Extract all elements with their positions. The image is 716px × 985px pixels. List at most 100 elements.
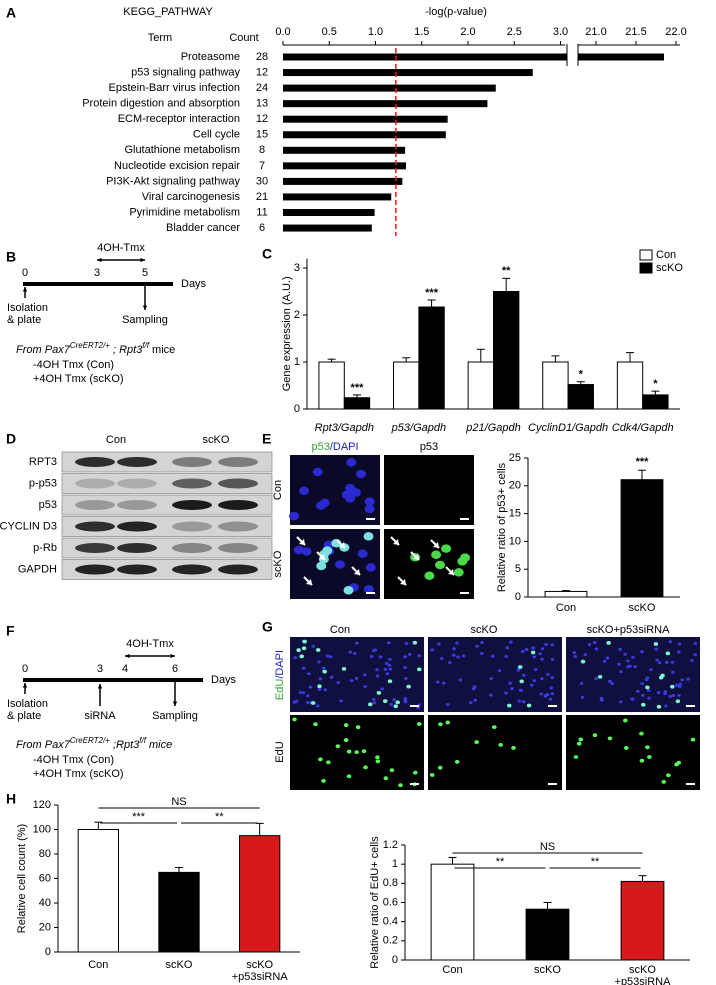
cell xyxy=(644,678,649,682)
x-tick-label: scKO xyxy=(534,964,561,976)
bar xyxy=(283,224,372,232)
cell xyxy=(532,679,537,683)
start-label: Isolation & plate xyxy=(7,698,48,722)
cell xyxy=(375,674,380,678)
cell xyxy=(533,667,538,672)
cell xyxy=(389,768,395,773)
category-label: ECM-receptor interaction xyxy=(118,113,240,125)
column-label: scKO xyxy=(203,434,230,446)
bar xyxy=(158,871,200,953)
cell xyxy=(458,678,463,682)
bar xyxy=(343,397,371,410)
cell xyxy=(452,647,456,651)
x-tick-label: p21/Gapdh xyxy=(465,422,520,434)
days-label: Days xyxy=(211,674,237,686)
cell xyxy=(693,653,697,657)
row-label: scKO xyxy=(272,550,284,577)
cell xyxy=(362,673,367,677)
cell xyxy=(387,663,392,667)
micrograph xyxy=(384,455,474,525)
y-tick-label: 1 xyxy=(294,356,300,368)
day-tick: 3 xyxy=(94,267,100,279)
bar xyxy=(283,131,446,139)
cell xyxy=(645,685,650,690)
source-part: From xyxy=(16,739,45,751)
blot-strip xyxy=(61,537,273,559)
bar xyxy=(620,479,664,598)
cell xyxy=(664,660,669,664)
cell xyxy=(429,773,435,777)
cell xyxy=(640,650,644,654)
significance: * xyxy=(653,378,658,390)
x-tick-label: Cdk4/Gapdh xyxy=(612,422,674,434)
source-part: f/f xyxy=(142,341,149,350)
y-axis-label: Gene expression (A.U.) xyxy=(281,276,293,391)
y-tick-label: 2 xyxy=(294,309,300,321)
column-label: scKO xyxy=(471,624,498,636)
cell xyxy=(460,553,471,562)
count-label: 15 xyxy=(256,129,268,141)
cell xyxy=(296,648,301,652)
cell xyxy=(670,660,675,664)
cell xyxy=(653,642,659,646)
bar xyxy=(283,100,488,108)
blot-strip xyxy=(61,473,273,494)
cell xyxy=(412,640,418,645)
cell xyxy=(677,693,681,698)
significance: *** xyxy=(351,382,365,394)
x-tick-label: 1.0 xyxy=(368,26,383,38)
cell xyxy=(526,703,532,708)
blot-band xyxy=(75,521,115,532)
cell xyxy=(299,654,304,659)
cell xyxy=(289,511,300,521)
source-part: mice xyxy=(146,739,172,751)
cell xyxy=(378,655,383,659)
start-label: Isolation & plate xyxy=(7,302,48,326)
bar xyxy=(283,209,375,216)
significance: ** xyxy=(502,265,511,277)
cell xyxy=(633,665,638,669)
cell xyxy=(315,704,320,708)
row-label: CYCLIN D3 xyxy=(0,520,57,532)
cell xyxy=(519,679,524,684)
cell xyxy=(301,666,306,670)
cell xyxy=(363,532,374,541)
count-label: 6 xyxy=(259,222,265,234)
x-tick-label: CyclinD1/Gapdh xyxy=(528,422,608,434)
cell xyxy=(435,560,446,570)
cell xyxy=(630,697,634,701)
blot-band xyxy=(172,457,212,467)
cell xyxy=(646,688,651,692)
cell xyxy=(617,662,621,666)
cell xyxy=(656,704,662,709)
arrow-head xyxy=(142,305,148,310)
cell xyxy=(594,677,598,681)
cell xyxy=(385,672,390,676)
cell xyxy=(346,749,352,754)
cell xyxy=(375,755,380,760)
x-tick-label: scKO +p53siRNA xyxy=(615,964,672,985)
bar xyxy=(318,361,345,410)
cell xyxy=(660,673,665,678)
cell xyxy=(550,692,555,696)
cell xyxy=(384,661,389,665)
blot-band xyxy=(75,500,115,510)
cell xyxy=(626,659,630,663)
y-tick-label: 0 xyxy=(294,403,300,415)
cell xyxy=(371,697,376,701)
cell xyxy=(619,670,623,674)
source-part: Pax7 xyxy=(45,344,71,356)
cell xyxy=(479,652,484,656)
y-tick-label: 0.6 xyxy=(383,896,398,908)
source-part: Rpt3 xyxy=(119,344,143,356)
row-label: p-Rb xyxy=(33,542,57,554)
x-tick-label: p53/Gapdh xyxy=(391,422,446,434)
cell xyxy=(657,661,662,665)
cell xyxy=(664,704,668,708)
cell xyxy=(618,647,622,651)
cell xyxy=(364,504,375,514)
y-tick-label: 1.2 xyxy=(383,839,398,851)
y-tick-label: 120 xyxy=(33,799,51,811)
cell xyxy=(511,745,516,750)
cell xyxy=(334,560,345,569)
